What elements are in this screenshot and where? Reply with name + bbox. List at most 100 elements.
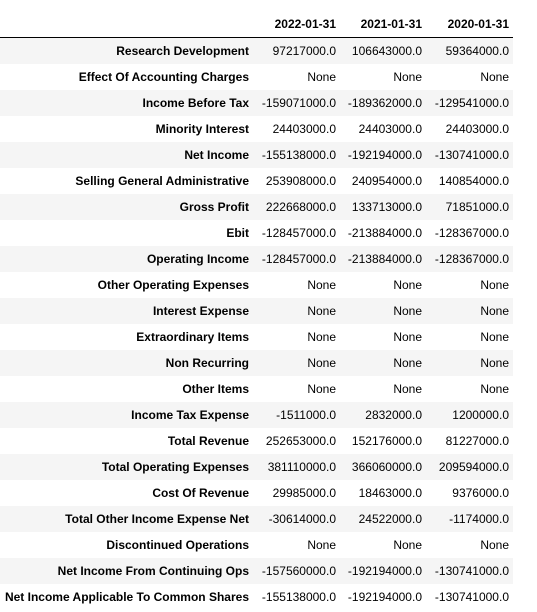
row-label: Net Income	[184, 147, 249, 162]
table-row: Net Income From Continuing Ops -157560000…	[0, 557, 513, 584]
row-value-cell: -155138000.0	[261, 589, 336, 604]
row-value-cell: -128457000.0	[261, 251, 336, 266]
row-value-cell: 133713000.0	[351, 199, 422, 214]
row-value-cell: -155138000.0	[261, 147, 336, 162]
table-body: Research Development 97217000.0 106643000.…	[0, 37, 513, 610]
table-row: Total Operating Expenses 381110000.0 36606…	[0, 453, 513, 480]
row-value-cell: 381110000.0	[267, 459, 336, 474]
table-row: Non Recurring None None None	[0, 349, 513, 376]
row-value-cell: None	[480, 69, 509, 84]
row-value-cell: 140854000.0	[438, 173, 509, 188]
row-value-cell: -130741000.0	[434, 563, 509, 578]
row-value-cell: -189362000.0	[347, 95, 422, 110]
row-label: Cost Of Revenue	[152, 485, 249, 500]
column-header-2021: 2021-01-31	[340, 10, 426, 38]
row-value-cell: None	[393, 69, 422, 84]
table-row: Other Operating Expenses None None None	[0, 271, 513, 298]
row-label: Net Income Applicable To Common Shares	[4, 589, 249, 604]
table-row: Cost Of Revenue 29985000.0 18463000.0 93760…	[0, 479, 513, 506]
row-label: Total Operating Expenses	[101, 459, 249, 474]
row-value-cell: None	[480, 277, 509, 292]
row-value-cell: 209594000.0	[438, 459, 509, 474]
row-label: Research Development	[116, 43, 249, 58]
row-value-cell: 152176000.0	[351, 433, 422, 448]
row-value-cell: 24522000.0	[358, 511, 422, 526]
column-header-2022: 2022-01-31	[253, 10, 340, 38]
row-label: Ebit	[226, 225, 249, 240]
row-label: Other Operating Expenses	[97, 277, 249, 292]
table-row: Discontinued Operations None None None	[0, 531, 513, 558]
table-row: Minority Interest 24403000.0 24403000.0 244…	[0, 115, 513, 142]
row-label: Income Tax Expense	[131, 407, 249, 422]
row-label: Operating Income	[146, 251, 249, 266]
row-value-cell: 106643000.0	[351, 43, 422, 58]
row-value-cell: 1200000.0	[452, 407, 509, 422]
row-label: Selling General Administrative	[75, 173, 249, 188]
row-value-cell: None	[480, 303, 509, 318]
row-value-cell: -128367000.0	[434, 225, 509, 240]
row-value-cell: 59364000.0	[445, 43, 509, 58]
row-value-cell: None	[480, 537, 509, 552]
table-row: Ebit -128457000.0 -213884000.0 -128367000.0	[0, 219, 513, 246]
row-value-cell: 24403000.0	[358, 121, 422, 136]
table-row: Effect Of Accounting Charges None None None	[0, 63, 513, 90]
table-row: Other Items None None None	[0, 375, 513, 402]
row-value-cell: None	[393, 355, 422, 370]
table-row: Extraordinary Items None None None	[0, 323, 513, 350]
row-value-cell: None	[393, 329, 422, 344]
table-row: Operating Income -128457000.0 -213884000.0…	[0, 245, 513, 272]
row-label: Non Recurring	[165, 355, 249, 370]
row-value-cell: -128367000.0	[434, 251, 509, 266]
row-value-cell: 81227000.0	[445, 433, 509, 448]
table-row: Total Other Income Expense Net -30614000.…	[0, 505, 513, 532]
row-label: Minority Interest	[155, 121, 249, 136]
table-row: Research Development 97217000.0 106643000.…	[0, 37, 513, 64]
table-header: 2022-01-31 2021-01-31 2020-01-31	[0, 10, 513, 38]
row-value-cell: None	[307, 329, 336, 344]
row-value-cell: None	[393, 381, 422, 396]
column-header-2020: 2020-01-31	[426, 10, 513, 38]
row-value-cell: None	[480, 355, 509, 370]
row-value-cell: None	[307, 381, 336, 396]
row-value-cell: -128457000.0	[261, 225, 336, 240]
table-row: Net Income -155138000.0 -192194000.0 -13074…	[0, 141, 513, 168]
table-row: Interest Expense None None None	[0, 297, 513, 324]
row-value-cell: 18463000.0	[358, 485, 422, 500]
row-value-cell: -130741000.0	[434, 147, 509, 162]
row-label: Income Before Tax	[142, 95, 249, 110]
row-value-cell: None	[307, 277, 336, 292]
row-label: Net Income From Continuing Ops	[57, 563, 249, 578]
table-row: Gross Profit 222668000.0 133713000.0 718510…	[0, 193, 513, 220]
row-value-cell: -192194000.0	[347, 147, 422, 162]
row-value-cell: 240954000.0	[351, 173, 422, 188]
row-label: Discontinued Operations	[106, 537, 249, 552]
row-value-cell: None	[480, 381, 509, 396]
table-row: Income Tax Expense -1511000.0 2832000.0 120…	[0, 401, 513, 428]
row-value-cell: 252653000.0	[265, 433, 336, 448]
row-value-cell: -192194000.0	[347, 589, 422, 604]
row-value-cell: None	[480, 329, 509, 344]
row-label: Extraordinary Items	[136, 329, 249, 344]
row-value-cell: None	[393, 537, 422, 552]
row-value-cell: 9376000.0	[452, 485, 509, 500]
row-value-cell: 24403000.0	[272, 121, 336, 136]
row-value-cell: -130741000.0	[434, 589, 509, 604]
row-label: Total Other Income Expense Net	[65, 511, 249, 526]
row-value-cell: None	[393, 277, 422, 292]
header-row: 2022-01-31 2021-01-31 2020-01-31	[0, 10, 513, 38]
row-value-cell: 24403000.0	[445, 121, 509, 136]
row-value-cell: 366060000.0	[351, 459, 422, 474]
row-label: Effect Of Accounting Charges	[78, 69, 249, 84]
row-value-cell: 253908000.0	[265, 173, 336, 188]
row-label: Gross Profit	[179, 199, 249, 214]
row-value-cell: 97217000.0	[272, 43, 336, 58]
row-value-cell: -1174000.0	[449, 511, 509, 526]
row-value-cell: None	[307, 355, 336, 370]
row-value-cell: -157560000.0	[261, 563, 336, 578]
row-label: Interest Expense	[152, 303, 249, 318]
row-value-cell: 222668000.0	[265, 199, 336, 214]
row-value-cell: 29985000.0	[272, 485, 336, 500]
row-value-cell: 2832000.0	[365, 407, 422, 422]
table-row: Income Before Tax -159071000.0 -189362000.…	[0, 89, 513, 116]
